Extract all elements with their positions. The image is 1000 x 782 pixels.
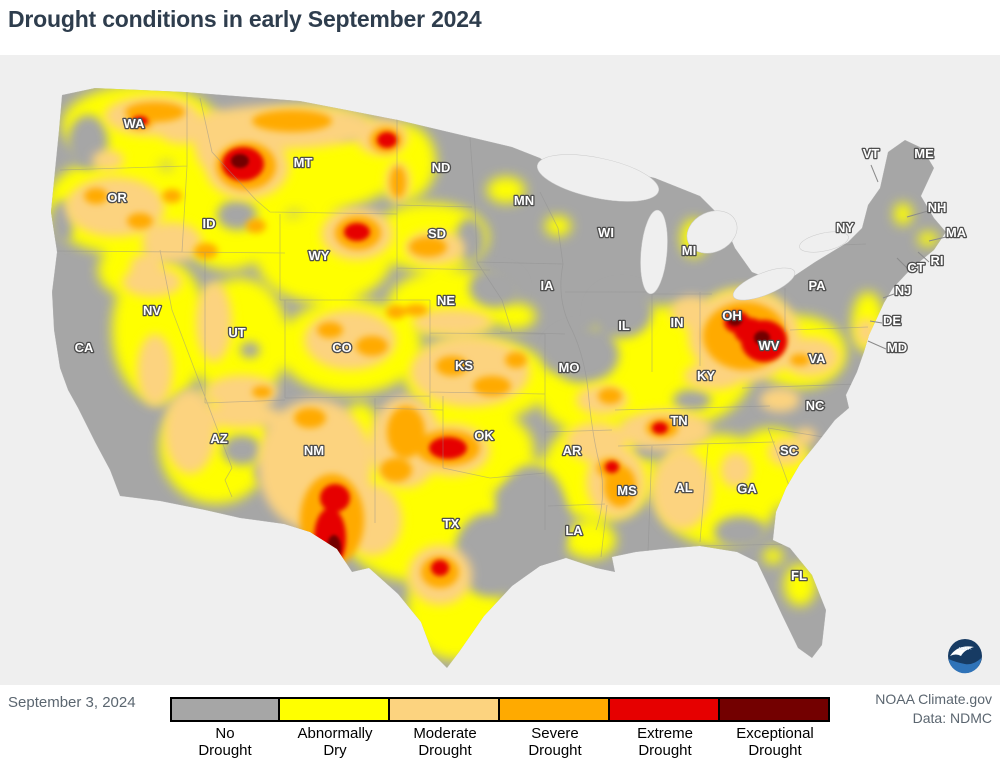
legend-label: Abnormally Dry [297,725,373,759]
state-label-ma: MA [946,225,967,240]
state-label-co: CO [332,340,352,355]
lake-ontario [799,231,849,253]
state-labels: WA OR ID MT ND SD WY NV UT CA CO NE KS AZ NM OK TX MN WI MI… [73,115,968,585]
legend-label: No Drought [198,725,252,759]
legend-label: Extreme Drought [637,725,693,759]
state-label-ut: UT [228,325,245,340]
legend-swatch [170,697,280,722]
state-label-ga: GA [737,481,757,496]
lake-huron [686,210,738,254]
label-leader-line [867,340,887,350]
noaa-logo-gull [950,646,974,656]
state-label-oh: OH [722,308,742,323]
state-label-ct: CT [907,260,924,275]
credits: NOAA Climate.gov Data: NDMC [875,690,992,728]
state-label-nv: NV [143,303,161,318]
page-title: Drought conditions in early September 20… [8,6,482,32]
noaa-logo-wave [948,658,982,674]
state-label-sd: SD [428,226,446,241]
state-label-ri: RI [931,253,944,268]
state-label-pa: PA [808,278,826,293]
state-label-ca: CA [75,340,94,355]
label-leader-line [896,257,909,270]
state-label-ar: AR [563,443,582,458]
state-label-wy: WY [309,248,330,263]
legend: No Drought Abnormally Dry Moderate Drought Sev… [170,697,830,760]
lake-erie [732,267,796,301]
leader-lines [867,164,947,350]
lake-superior [536,154,660,202]
state-label-nc: NC [806,398,825,413]
state-label-mn: MN [514,193,534,208]
state-label-vt: VT [863,146,880,161]
state-label-nm: NM [304,443,324,458]
drought-regions [51,88,938,660]
legend-swatch [718,697,830,722]
credit-data: Data: NDMC [912,709,992,726]
state-label-wi: WI [598,225,614,240]
legend-item-extreme-drought: Extreme Drought [608,697,720,760]
state-label-va: VA [808,351,826,366]
legend-swatch [278,697,390,722]
state-label-mo: MO [559,360,580,375]
legend-item-severe-drought: Severe Drought [498,697,610,760]
legend-swatch [498,697,610,722]
legend-swatch [608,697,720,722]
label-leader-line [928,236,947,242]
state-label-tn: TN [670,413,687,428]
state-label-in: IN [671,315,684,330]
state-borders [51,92,869,558]
state-label-ny: NY [836,220,854,235]
state-label-fl: FL [791,568,807,583]
noaa-logo: NOAA [948,639,982,674]
legend-label: Exceptional Drought [736,725,814,759]
lake-michigan [640,209,668,295]
state-label-md: MD [887,340,907,355]
state-label-id: ID [203,216,216,231]
legend-bar: No Drought Abnormally Dry Moderate Drought Sev… [170,697,830,760]
drought-map: WA OR ID MT ND SD WY NV UT CA CO NE KS AZ NM OK TX MN WI MI… [0,55,1000,685]
noaa-logo-text: NOAA [959,646,972,651]
label-leader-line [882,293,895,299]
legend-label: Severe Drought [528,725,582,759]
legend-item-exceptional-drought: Exceptional Drought [718,697,830,760]
label-leader-line [869,320,883,324]
state-label-ms: MS [617,483,637,498]
state-label-wv: WV [759,338,780,353]
state-label-la: LA [565,523,583,538]
state-label-ne: NE [437,293,455,308]
state-label-nd: ND [432,160,451,175]
state-label-az: AZ [210,431,227,446]
state-label-wa: WA [124,116,146,131]
state-label-mt: MT [294,155,313,170]
label-leader-line [906,210,929,218]
label-leader-line [870,164,879,183]
state-label-sc: SC [780,443,799,458]
state-label-or: OR [107,190,127,205]
credit-source: NOAA Climate.gov [875,691,992,707]
legend-item-no-drought: No Drought [170,697,280,760]
legend-item-abnormally-dry: Abnormally Dry [278,697,390,760]
state-label-nj: NJ [895,283,912,298]
state-label-ia: IA [541,278,555,293]
state-label-de: DE [883,313,901,328]
state-label-il: IL [618,318,630,333]
state-label-ky: KY [697,368,715,383]
state-label-al: AL [675,480,692,495]
state-label-nh: NH [928,200,947,215]
legend-swatch [388,697,500,722]
state-label-tx: TX [443,516,460,531]
state-label-mi: MI [682,243,696,258]
state-label-ok: OK [474,428,494,443]
map-date: September 3, 2024 [8,694,136,711]
great-lakes [536,154,849,301]
state-label-me: ME [914,146,934,161]
state-label-ks: KS [455,358,473,373]
label-leader-line [917,251,930,263]
legend-label: Moderate Drought [413,725,477,759]
legend-item-moderate-drought: Moderate Drought [388,697,500,760]
